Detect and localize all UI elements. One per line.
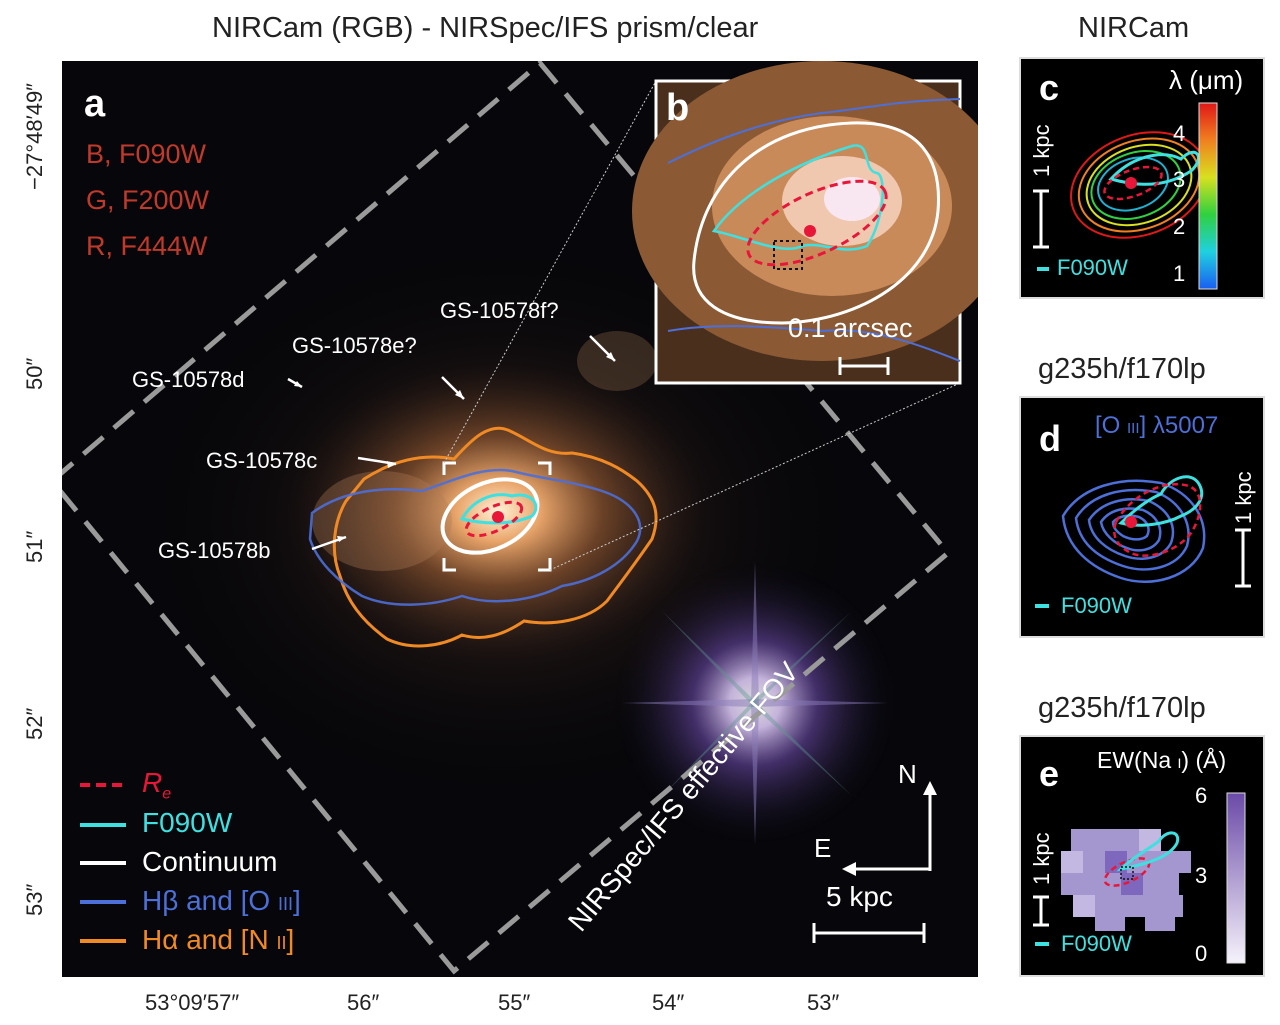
panel-c-cbar-tick: 3: [1173, 167, 1186, 192]
panel-b-scale-label: 0.1 arcsec: [788, 313, 913, 343]
ra-tick-label: 55″: [498, 990, 531, 1015]
legend-re: Re: [142, 767, 172, 803]
ra-tick-label: 54″: [652, 990, 685, 1015]
panel-e-letter: e: [1039, 753, 1060, 794]
filter-label-b: B, F090W: [86, 139, 207, 169]
panel-d-title: g235h/f170lp: [1038, 353, 1206, 385]
source-label-d: GS-10578d: [132, 367, 245, 392]
dec-tick-label: 53″: [22, 883, 47, 916]
panel-e-filter-label: F090W: [1061, 931, 1132, 956]
ra-tick-label: 56″: [347, 990, 380, 1015]
panel-c-cbar-tick: 1: [1173, 261, 1186, 286]
panel-e-image: e EW(Na I) (Å) 6 3 0 1 kpc F090W: [1019, 735, 1265, 977]
fov-outline: [62, 61, 952, 975]
panel-c-title: NIRCam: [1078, 12, 1190, 44]
source-label-f: GS-10578f?: [440, 298, 559, 323]
panel-e-cbar-title: EW(Na I) (Å): [1097, 747, 1227, 773]
panel-a-image: a B, F090W G, F200W R, F444W GS-10578f? …: [62, 61, 978, 977]
panel-b-letter: b: [666, 87, 690, 129]
panel-d-image: d [O III] λ5007 1 kpc F090W: [1019, 396, 1265, 638]
dec-tick-label: 51″: [22, 530, 47, 563]
panel-d-line-label: [O III] λ5007: [1095, 412, 1219, 439]
dec-tick-label: 50″: [22, 357, 47, 390]
dec-tick-label: 52″: [22, 707, 47, 740]
ra-tick-label: 53″: [807, 990, 840, 1015]
panel-c-filter-label: F090W: [1057, 255, 1128, 280]
panel-c-cbar-tick: 2: [1173, 214, 1186, 239]
panel-c-scale-label: 1 kpc: [1029, 124, 1054, 177]
source-label-e: GS-10578e?: [292, 333, 417, 358]
legend-hbeta-oiii: Hβ and [O III]: [142, 885, 301, 916]
panel-d-letter: d: [1039, 418, 1061, 459]
panel-e-cbar-tick: 6: [1195, 783, 1208, 808]
legend-continuum: Continuum: [142, 846, 278, 877]
panel-c-cbar-tick: 4: [1173, 121, 1186, 146]
ra-tick-label: 53°09′57″: [145, 990, 240, 1015]
panel-d-scale-label: 1 kpc: [1231, 471, 1256, 524]
panel-e-cbar-tick: 3: [1195, 863, 1208, 888]
scalebar-label: 5 kpc: [826, 881, 893, 912]
filter-label-r: R, F444W: [86, 231, 208, 261]
legend-f090w: F090W: [142, 807, 233, 838]
panel-e-cbar-tick: 0: [1195, 941, 1208, 966]
dec-tick-label: −27°48′49″: [22, 83, 47, 190]
main-panel-title: NIRCam (RGB) - NIRSpec/IFS prism/clear: [212, 12, 759, 44]
panel-e-scale-label: 1 kpc: [1029, 832, 1054, 885]
legend-halpha-nii: Hα and [N II]: [142, 924, 295, 955]
panel-c-cbar-title: λ (μm): [1169, 65, 1244, 95]
panel-b-inset: [632, 61, 978, 385]
filter-label-g: G, F200W: [86, 185, 210, 215]
panel-c-letter: c: [1039, 67, 1060, 108]
source-label-b: GS-10578b: [158, 538, 271, 563]
panel-c-image: c λ (μm) 4 3 2 1 1 kpc F090W: [1019, 57, 1265, 299]
panel-e-title: g235h/f170lp: [1038, 692, 1206, 724]
panel-d-filter-label: F090W: [1061, 593, 1132, 618]
compass-north: N: [898, 759, 917, 789]
compass-east: E: [814, 833, 832, 863]
source-label-c: GS-10578c: [206, 448, 318, 473]
panel-a-letter: a: [84, 83, 106, 125]
